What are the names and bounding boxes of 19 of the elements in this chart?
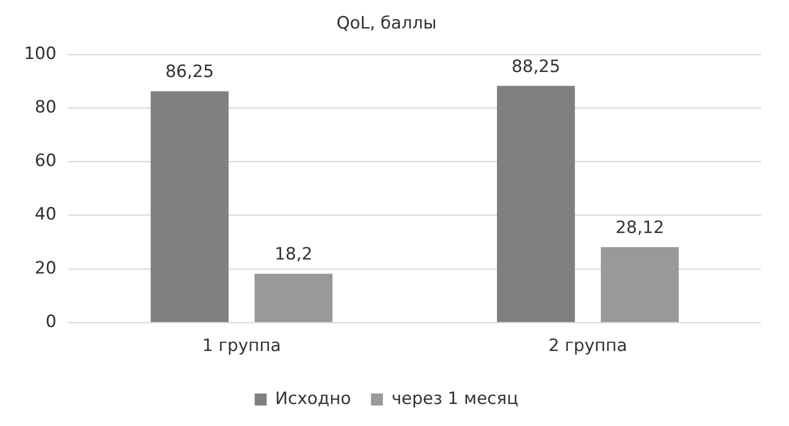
bar [254,274,332,322]
y-tick-label: 0 [46,312,56,332]
legend-label: Исходно [275,388,351,409]
y-tick-label: 40 [34,204,56,225]
bar [600,247,679,322]
y-tick-label: 100 [24,44,56,64]
data-label: 28,12 [615,218,664,238]
y-tick-label: 60 [34,151,56,172]
data-label: 18,2 [274,244,312,265]
chart-title: QoL, баллы [336,14,437,34]
bar [496,86,575,322]
bar [150,91,229,322]
data-label: 88,25 [512,56,560,77]
y-tick-label: 20 [34,258,56,278]
y-tick-label: 80 [34,97,56,118]
x-tick-label: 2 группа [548,336,628,356]
legend-label: через 1 месяц [391,388,518,409]
data-label: 86,25 [165,62,214,82]
x-tick-label: 1 группа [202,336,281,356]
